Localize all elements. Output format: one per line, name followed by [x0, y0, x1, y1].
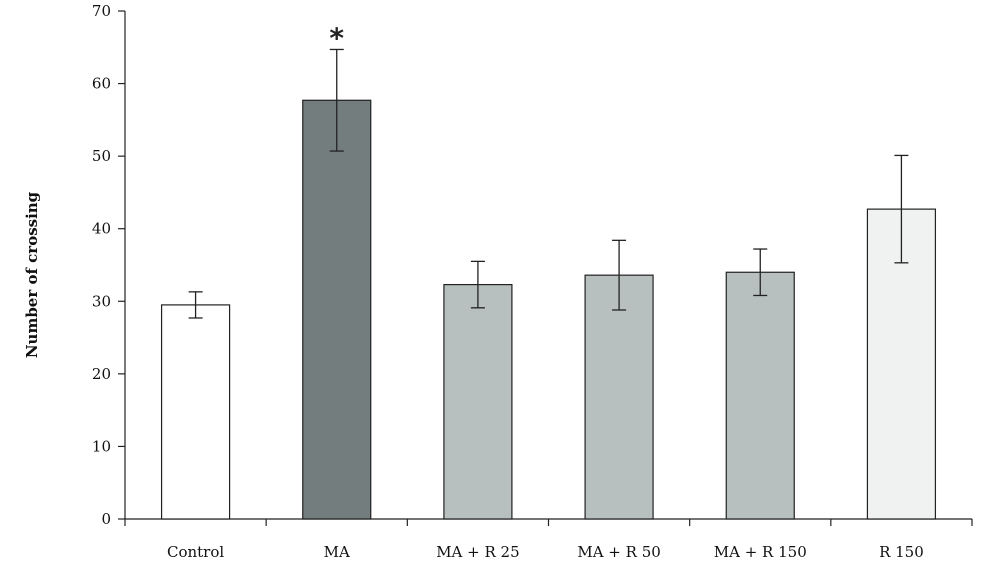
x-tick-label: MA + R 25 — [436, 543, 519, 561]
x-tick-label: Control — [167, 543, 224, 561]
error-bars — [188, 48, 909, 319]
bar-ma-r-50 — [584, 274, 654, 520]
y-axis: 0 10 20 30 40 50 60 70 — [92, 2, 126, 528]
bar-ma-r-150 — [725, 271, 795, 520]
x-tick-label: MA + R 50 — [577, 543, 660, 561]
x-tick-label: MA + R 150 — [714, 543, 807, 561]
bar-control — [160, 304, 231, 520]
x-tick-label: MA — [324, 543, 350, 561]
x-tick-label: R 150 — [879, 543, 924, 561]
annotations: * — [329, 21, 344, 54]
y-axis-title: Number of crossing — [23, 191, 41, 358]
y-tick-label: 50 — [92, 147, 111, 165]
bars — [160, 99, 937, 520]
y-tick-label: 70 — [92, 2, 111, 20]
y-tick-label: 20 — [92, 365, 111, 383]
bar-ma-r-25 — [443, 283, 513, 520]
y-tick-label: 60 — [92, 75, 111, 93]
y-tick-label: 30 — [92, 292, 111, 310]
y-tick-label: 40 — [92, 220, 111, 238]
y-tick-label: 0 — [101, 510, 111, 528]
bar-ma — [302, 99, 372, 520]
x-axis: Control MA MA + R 25 MA + R 50 MA + R 150 R 1… — [124, 518, 973, 561]
y-tick-label: 10 — [92, 437, 111, 455]
significance-marker: * — [329, 21, 344, 54]
